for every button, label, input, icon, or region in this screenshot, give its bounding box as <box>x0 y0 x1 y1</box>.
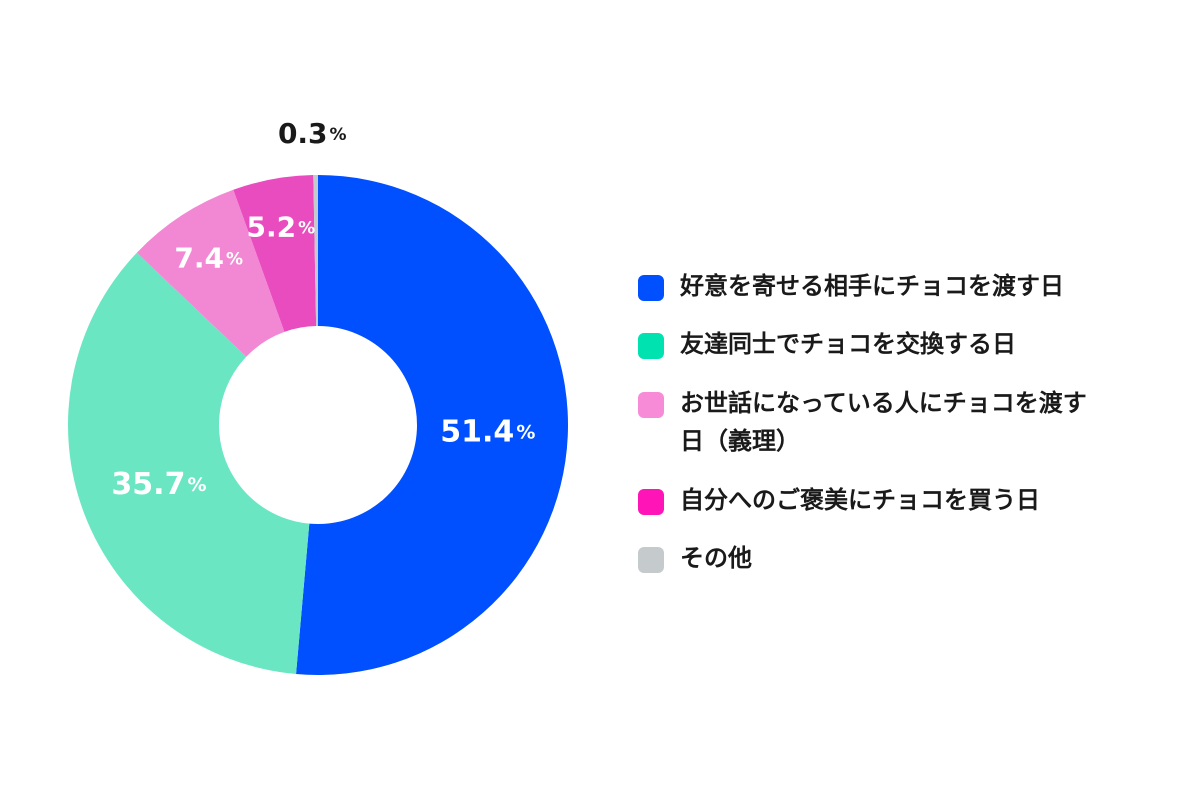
legend-label: 自分へのご褒美にチョコを買う日 <box>680 485 1040 514</box>
slice-label-4: 0.3% <box>278 117 347 150</box>
donut-slice-1 <box>68 252 310 675</box>
slice-label-0: 51.4% <box>440 414 535 449</box>
slice-label-1: 35.7% <box>111 467 206 502</box>
slice-label-3: 5.2% <box>247 210 316 243</box>
legend-swatch <box>638 546 664 573</box>
legend-item: 自分へのご褒美にチョコを買う日 <box>638 486 1158 519</box>
legend-label: お世話になっている人にチョコを渡す日（義理） <box>680 388 1087 456</box>
legend-swatch <box>638 488 664 515</box>
legend-label: 友達同士でチョコを交換する日 <box>680 330 1016 359</box>
legend-item: お世話になっている人にチョコを渡す日（義理） <box>638 389 1158 461</box>
legend-swatch <box>638 275 664 301</box>
legend-item: その他 <box>638 544 1158 577</box>
legend-label: その他 <box>680 543 752 572</box>
slice-label-2: 7.4% <box>174 241 243 274</box>
legend-item: 友達同士でチョコを交換する日 <box>638 330 1158 363</box>
donut-slice-2 <box>136 189 285 357</box>
legend-item: 好意を寄せる相手にチョコを渡す日 <box>638 272 1158 305</box>
donut-slice-0 <box>296 175 568 675</box>
legend-swatch <box>638 391 664 418</box>
legend-label: 好意を寄せる相手にチョコを渡す日 <box>680 272 1064 300</box>
legend-swatch <box>638 333 664 360</box>
chart-legend: 好意を寄せる相手にチョコを渡す日 友達同士でチョコを交換する日 お世話になってい… <box>638 272 1158 603</box>
donut-slice-3 <box>233 175 317 332</box>
donut-slice-4 <box>313 175 318 327</box>
